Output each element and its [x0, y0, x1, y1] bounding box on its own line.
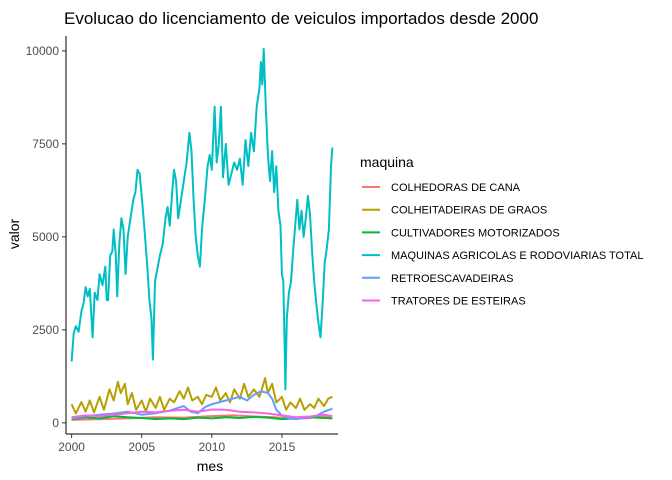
legend-label: COLHEITADEIRAS DE GRAOS [391, 205, 547, 217]
plot-area: 0 2500 5000 7500 10000 2000 2005 2010 2015 [26, 36, 338, 454]
legend: maquina COLHEDORAS DE CANA COLHEITADEIRAS… [360, 154, 643, 308]
legend-label: COLHEDORAS DE CANA [391, 182, 521, 194]
series-lines [70, 48, 334, 421]
y-tick-label: 2500 [32, 323, 59, 337]
y-tick-label: 7500 [32, 137, 59, 151]
x-axis-ticks: 2000 2005 2010 2015 [58, 434, 296, 454]
series-line [71, 390, 333, 421]
y-axis-ticks: 0 2500 5000 7500 10000 [26, 44, 66, 430]
y-tick-label: 5000 [32, 230, 59, 244]
legend-label: TRATORES DE ESTEIRAS [391, 296, 526, 308]
x-tick-label: 2000 [58, 440, 85, 454]
legend-label: MAQUINAS AGRICOLAS E RODOVIARIAS TOTAL [391, 250, 643, 262]
y-axis-title: valor [6, 218, 22, 249]
series-line [70, 48, 334, 391]
chart-title: Evolucao do licenciamento de veiculos im… [64, 9, 538, 28]
legend-label: CULTIVADORES MOTORIZADOS [391, 227, 560, 239]
series-line [70, 377, 333, 415]
y-tick-label: 10000 [26, 44, 60, 58]
x-tick-label: 2015 [269, 440, 296, 454]
legend-title: maquina [360, 154, 414, 170]
legend-label: RETROESCAVADEIRAS [391, 273, 513, 285]
series-line [71, 408, 333, 419]
x-tick-label: 2005 [128, 440, 155, 454]
y-tick-label: 0 [52, 416, 59, 430]
x-tick-label: 2010 [198, 440, 225, 454]
legend-items: COLHEDORAS DE CANA COLHEITADEIRAS DE GRAO… [362, 182, 643, 308]
x-axis-title: mes [197, 458, 223, 474]
